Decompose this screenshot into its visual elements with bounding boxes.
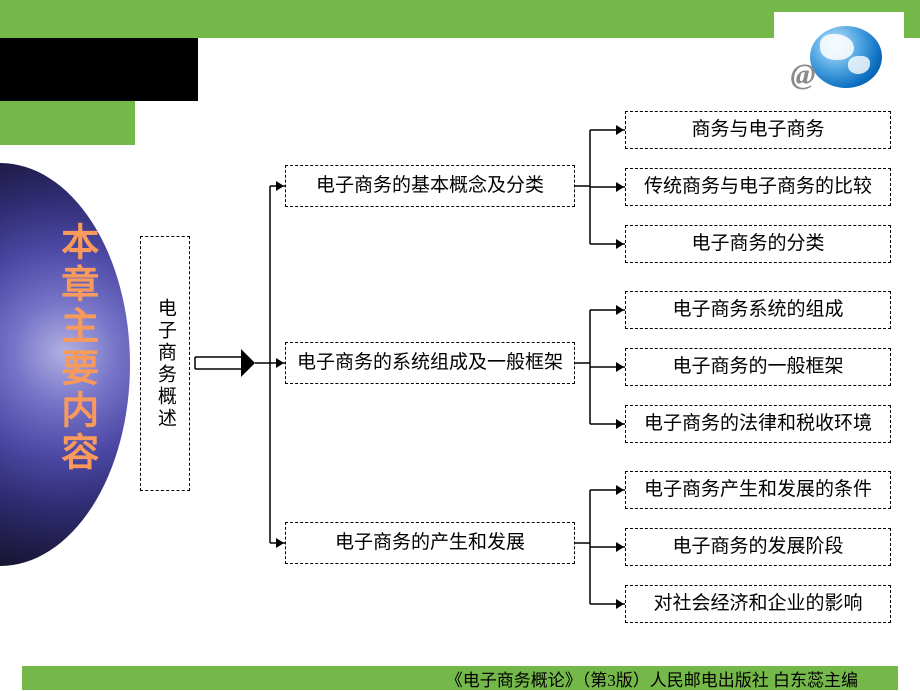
node-l3-2-2: 对社会经济和企业的影响 bbox=[625, 585, 891, 623]
logo: @ bbox=[774, 12, 904, 104]
node-l3-1-1: 电子商务的一般框架 bbox=[625, 348, 891, 386]
globe-icon: @ bbox=[797, 26, 882, 90]
footer: 《电子商务概论》（第3版）人民邮电出版社 白东蕊主编 bbox=[22, 666, 898, 690]
node-l3-1-0: 电子商务系统的组成 bbox=[625, 291, 891, 329]
header-left-block bbox=[0, 38, 198, 101]
node-l3-0-0: 商务与电子商务 bbox=[625, 111, 891, 149]
node-l2-2: 电子商务的产生和发展 bbox=[285, 522, 575, 564]
node-l3-0-1: 传统商务与电子商务的比较 bbox=[625, 168, 891, 206]
node-l3-0-2: 电子商务的分类 bbox=[625, 225, 891, 263]
node-l2-1: 电子商务的系统组成及一般框架 bbox=[285, 342, 575, 384]
diagram: 电子商务概述 电子商务的基本概念及分类电子商务的系统组成及一般框架电子商务的产生和… bbox=[135, 101, 920, 629]
node-l3-1-2: 电子商务的法律和税收环境 bbox=[625, 405, 891, 443]
side-title: 本章主要内容 bbox=[54, 222, 96, 474]
node-l3-2-0: 电子商务产生和发展的条件 bbox=[625, 471, 891, 509]
node-root: 电子商务概述 bbox=[140, 236, 190, 491]
footer-text: 《电子商务概论》（第3版）人民邮电出版社 白东蕊主编 bbox=[446, 666, 858, 691]
node-l3-2-1: 电子商务的发展阶段 bbox=[625, 528, 891, 566]
node-l2-0: 电子商务的基本概念及分类 bbox=[285, 165, 575, 207]
